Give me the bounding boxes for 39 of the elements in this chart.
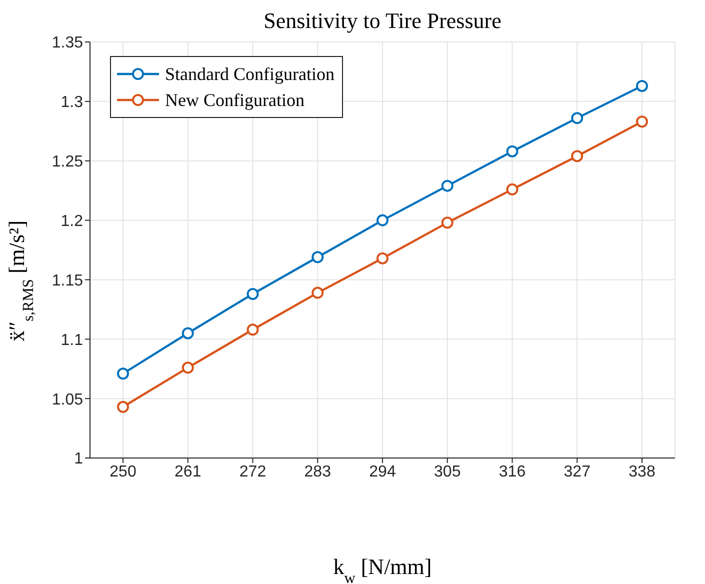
x-tick-label: 305 (434, 463, 461, 480)
x-tick-label: 316 (498, 463, 526, 480)
y-tick-label: 1.3 (60, 94, 84, 112)
y-tick-label: 1.25 (52, 154, 84, 171)
y-tick-label: 1 (74, 450, 84, 468)
point (182, 327, 194, 340)
x-tick-label: 283 (304, 463, 332, 480)
x-tick-label: 327 (564, 463, 591, 480)
x-tick-label: 250 (110, 463, 136, 480)
legend-label: Standard Configuration (165, 64, 334, 84)
y-tick-label: 1.1 (60, 332, 84, 349)
point (571, 150, 584, 162)
point (441, 216, 454, 229)
point (636, 80, 648, 92)
point (506, 183, 518, 196)
point (246, 324, 259, 336)
point (506, 145, 518, 158)
y-tick-label: 1.35 (52, 34, 84, 52)
point (117, 368, 129, 380)
x-tick-label: 338 (628, 463, 656, 480)
y-tick-label: 1.05 (52, 391, 84, 408)
point (636, 116, 648, 128)
x-axis-title: k$_{w}$ [N/mm] (333, 554, 432, 584)
point (376, 214, 388, 226)
point (182, 362, 194, 374)
point (441, 180, 454, 192)
x-tick-label: 261 (174, 463, 202, 480)
legend-label: New Configuration (165, 90, 304, 110)
x-tick-label: 272 (239, 463, 266, 480)
x-tick-label: 294 (369, 463, 396, 480)
y-tick-label: 1.2 (60, 212, 84, 230)
y-tick-label: 1.15 (52, 272, 84, 290)
point (312, 286, 324, 299)
point (312, 251, 324, 264)
point (571, 112, 584, 124)
point (117, 400, 129, 413)
chart-title: Sensitivity to Tire Pressure (264, 8, 502, 33)
point (246, 288, 259, 300)
point (376, 252, 388, 264)
